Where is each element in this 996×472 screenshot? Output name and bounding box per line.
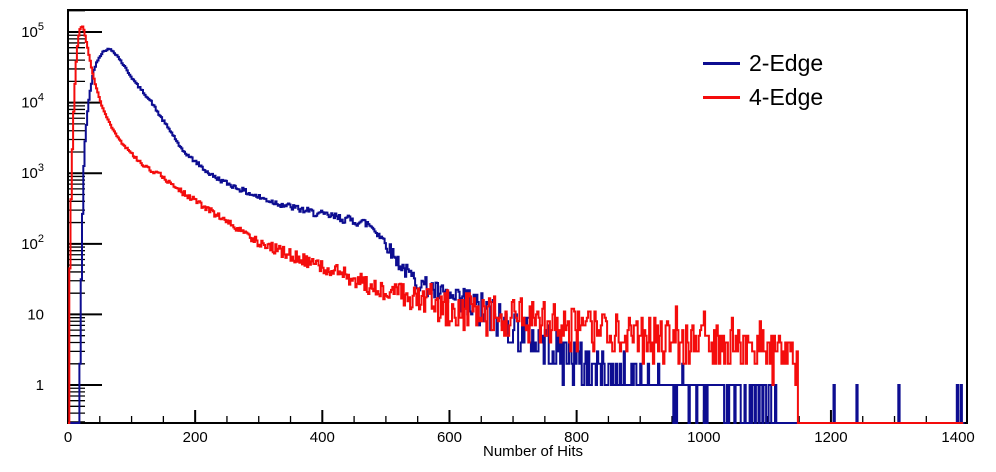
legend-line-4-edge [703, 95, 740, 99]
y-axis-tick-label: 104 [21, 92, 44, 112]
x-axis-tick-label: 800 [564, 429, 589, 446]
series-4-edge [68, 25, 964, 424]
y-axis-tick-label: 105 [21, 21, 44, 41]
y-axis-tick-label: 103 [21, 162, 44, 182]
y-axis-tick-label: 1 [36, 377, 44, 394]
x-axis-tick-label: 600 [437, 429, 462, 446]
y-axis-tick-label: 10 [27, 306, 44, 323]
x-axis-tick-label: 1400 [941, 429, 974, 446]
legend-line-2-edge [703, 61, 740, 65]
y-axis-tick-label: 102 [21, 233, 44, 253]
x-axis-tick-label: 200 [183, 429, 208, 446]
x-axis-title: Number of Hits [482, 443, 584, 460]
x-axis-tick-label: 1200 [814, 429, 847, 446]
x-axis-tick-label: 1000 [687, 429, 720, 446]
x-axis-tick-label: 400 [310, 429, 335, 446]
legend: 2-Edge 4-Edge [703, 46, 823, 114]
plot-frame [67, 9, 968, 424]
legend-item-4-edge: 4-Edge [703, 80, 823, 114]
legend-item-2-edge: 2-Edge [703, 46, 823, 80]
x-axis-tick-label: 0 [64, 429, 72, 446]
series-2-edge [68, 47, 965, 424]
legend-label-2-edge: 2-Edge [749, 49, 824, 76]
legend-label-4-edge: 4-Edge [749, 83, 824, 110]
